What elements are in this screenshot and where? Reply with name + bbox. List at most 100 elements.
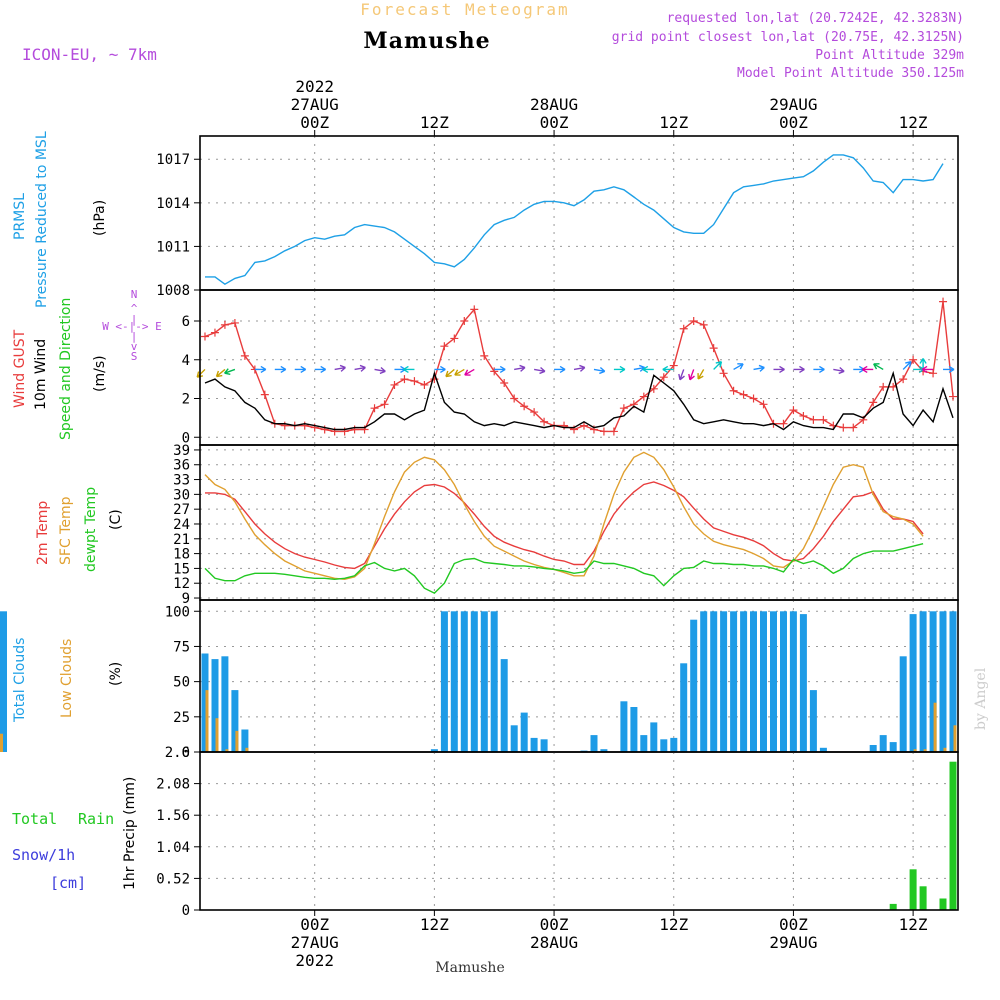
- gust-marker: [420, 380, 429, 389]
- gust-marker: [729, 386, 738, 395]
- bar: [510, 725, 518, 752]
- wind-arrow: [902, 360, 912, 370]
- wind-arrow: [434, 365, 446, 374]
- wind-arrow: [254, 365, 267, 374]
- gust-marker: [460, 317, 469, 325]
- gust-marker: [220, 320, 229, 329]
- gust-marker: [619, 404, 628, 413]
- bar: [710, 611, 718, 752]
- date-label-top: 28AUG: [530, 95, 578, 114]
- y-tick-label: 33: [173, 473, 190, 489]
- wind-arrow: [662, 365, 674, 374]
- gust-marker: [719, 369, 728, 378]
- bar: [630, 707, 638, 752]
- gust-marker: [540, 417, 549, 426]
- time-label-top: 12Z: [420, 113, 449, 132]
- gust-marker: [649, 384, 658, 393]
- wind-arrow: [633, 364, 646, 372]
- series-line: [205, 154, 944, 286]
- date-label-top: 29AUG: [769, 95, 817, 114]
- bar: [450, 611, 458, 752]
- low-clouds-label: Low Clouds: [59, 639, 75, 718]
- precip-total-label: Total: [12, 810, 57, 828]
- y-tick-label: 15: [173, 561, 190, 577]
- y-tick-label: 100: [165, 604, 190, 620]
- wind-arrow: [873, 363, 884, 371]
- series-line: [204, 370, 954, 431]
- wind-unit: (m/s): [92, 355, 108, 392]
- wind-gust-label: Wind GUST: [12, 329, 28, 408]
- wind-arrow: [334, 364, 346, 372]
- y-tick-label: 75: [173, 639, 190, 655]
- y-tick-label: 12: [173, 576, 190, 592]
- wind-arrow: [215, 368, 226, 378]
- gust-marker: [390, 380, 399, 389]
- bar: [460, 611, 468, 752]
- wind-arrow: [773, 365, 785, 374]
- total-clouds-label: Total Clouds: [12, 638, 28, 723]
- wind-arrow: [294, 365, 307, 374]
- bar: [760, 611, 767, 752]
- y-tick-label: 0: [182, 745, 190, 761]
- gust-marker: [909, 355, 918, 364]
- wind-compass: N ^ | W <-|-> E | v S: [102, 288, 162, 363]
- time-label-top: 12Z: [659, 113, 688, 132]
- wind-arrow: [713, 360, 723, 370]
- wind-arrow: [753, 364, 765, 372]
- clouds-unit: (%): [108, 662, 124, 686]
- gust-marker: [739, 390, 748, 399]
- y-tick-label: 0: [182, 430, 190, 446]
- gust-marker: [929, 369, 938, 378]
- wind-arrow: [454, 368, 465, 376]
- bar: [205, 690, 209, 752]
- panel-frame: [199, 599, 959, 753]
- y-tick-label: 1014: [156, 196, 190, 212]
- bar: [809, 690, 817, 752]
- model-name: ICON-EU, ~ 7km: [22, 45, 157, 64]
- credit: by Angel: [973, 667, 989, 730]
- gust-marker: [400, 375, 409, 384]
- wind-arrow: [573, 364, 586, 372]
- y-tick-label: 1.56: [156, 808, 190, 824]
- gust-marker: [350, 425, 359, 434]
- wind-arrow: [919, 358, 927, 370]
- bar: [919, 611, 927, 752]
- bar: [235, 730, 239, 752]
- wind-arrow: [196, 368, 206, 378]
- bar: [470, 611, 478, 752]
- date-label-bottom: 28AUG: [530, 933, 578, 952]
- time-label-top: 00Z: [540, 113, 569, 132]
- panel-frame: [199, 444, 959, 601]
- precip-rain-label: Rain: [78, 810, 114, 828]
- svg-text:|: |: [131, 330, 138, 343]
- bar: [600, 749, 608, 752]
- svg-text:|: |: [131, 313, 138, 326]
- wind-arrow: [314, 365, 327, 374]
- y-tick-label: 21: [173, 532, 190, 548]
- panel-frame: [199, 289, 959, 446]
- bar: [819, 747, 827, 752]
- gust-marker: [320, 425, 329, 434]
- wind-arrow: [688, 369, 695, 381]
- bar: [780, 611, 787, 752]
- wind-arrow: [533, 366, 546, 375]
- bar: [799, 614, 807, 752]
- wind-speed-dir-label: Speed and Direction: [58, 298, 74, 440]
- bar: [750, 611, 757, 752]
- requested-coords: requested lon,lat (20.7242E, 42.3283N): [667, 11, 964, 26]
- gust-marker: [300, 421, 309, 430]
- y-tick-label: 36: [173, 458, 190, 474]
- gust-marker: [410, 377, 419, 386]
- precip-snow-label: Snow/1h: [12, 846, 75, 864]
- y-tick-label: 2.6: [165, 745, 190, 761]
- gust-marker: [779, 419, 788, 428]
- bar: [913, 749, 917, 752]
- temp-sfc-label: SFC Temp: [58, 496, 74, 565]
- wind-arrow: [793, 365, 805, 374]
- bar: [0, 733, 3, 752]
- y-tick-label: 4: [182, 353, 190, 369]
- gust-marker: [200, 332, 209, 341]
- wind-arrow: [445, 368, 455, 378]
- bar: [500, 659, 508, 752]
